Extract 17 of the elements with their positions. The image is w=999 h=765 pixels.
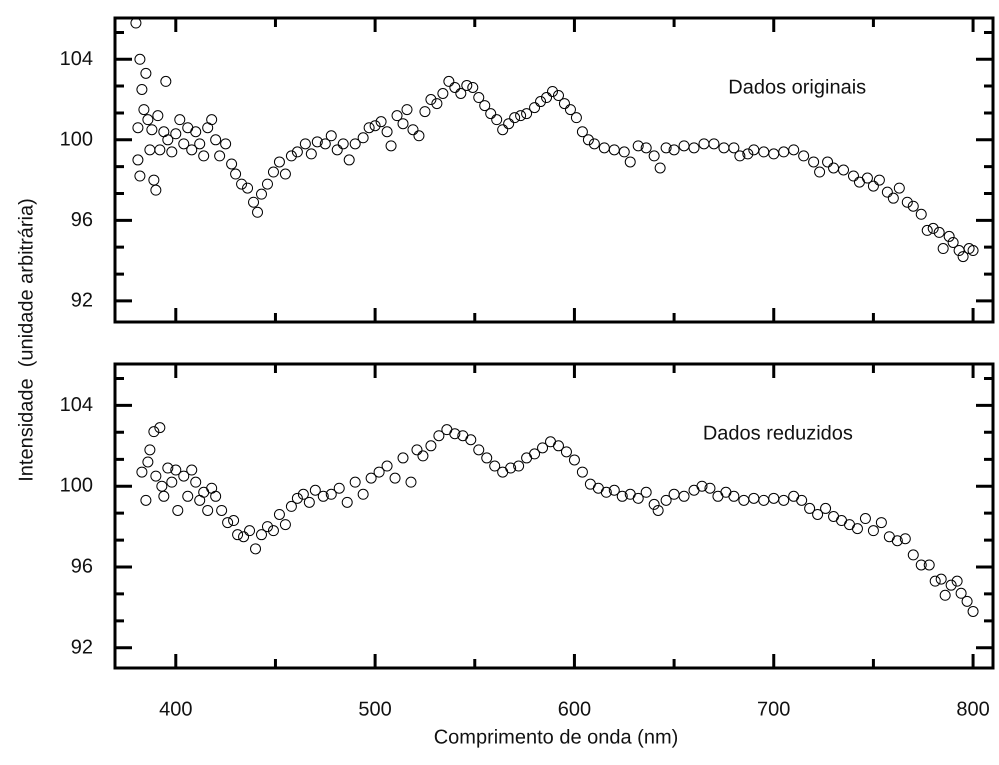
y-tick-label: 96: [70, 556, 93, 578]
y-tick-label: 104: [60, 394, 93, 416]
x-tick-label: 400: [159, 698, 192, 721]
y-tick-label: 92: [70, 289, 93, 312]
annotation: Dados originais: [728, 76, 866, 98]
x-tick-label: 500: [358, 698, 392, 721]
x-axis-title: Comprimento de onda (nm): [434, 726, 678, 750]
y-tick-label: 100: [60, 474, 93, 497]
x-tick-label: 600: [558, 698, 592, 721]
y-axis-title: Intensidade (unidade arbitrária): [16, 198, 38, 482]
x-tick-label: 700: [757, 698, 790, 721]
y-tick-label: 92: [70, 636, 93, 658]
x-tick-label: 800: [956, 698, 990, 721]
annotation: Dados reduzidos: [702, 422, 853, 444]
y-tick-label: 104: [60, 48, 93, 70]
y-tick-label: 100: [60, 128, 93, 150]
y-tick-label: 96: [70, 208, 93, 231]
